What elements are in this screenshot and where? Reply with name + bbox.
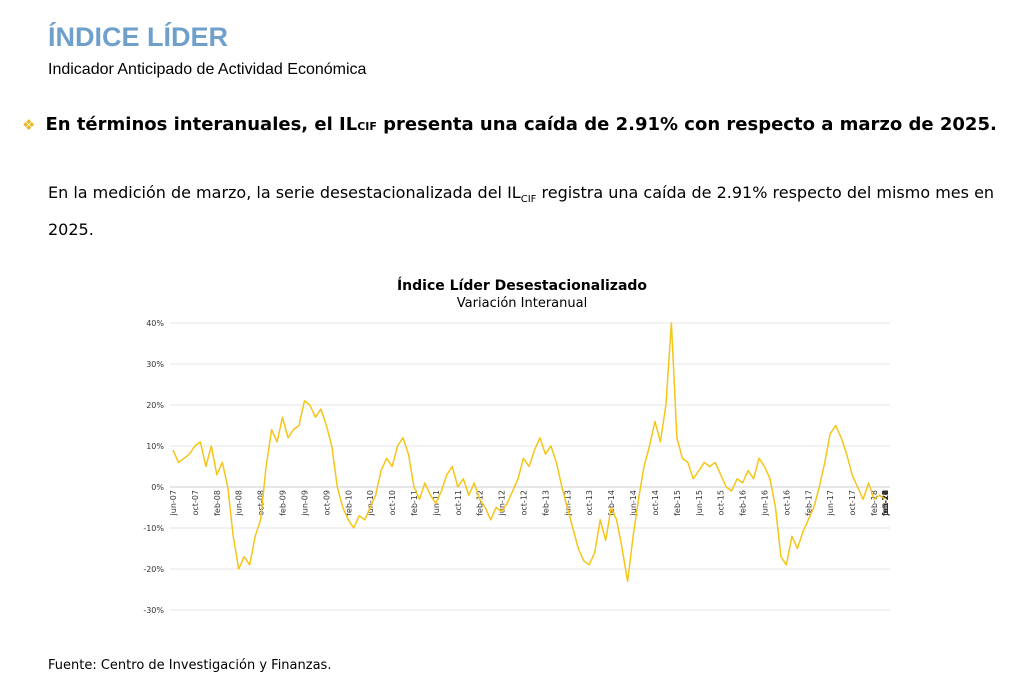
- source-note: Fuente: Centro de Investigación y Finanz…: [48, 658, 332, 673]
- x-tick-label: jun-16: [761, 490, 770, 516]
- x-tick-label: jun-10: [366, 490, 375, 516]
- y-tick-label: 20%: [146, 401, 164, 410]
- x-tick-label: jun-08: [235, 490, 244, 516]
- series-line: [172, 322, 886, 583]
- x-tick-label: oct-23: [881, 490, 890, 516]
- headline-text-pre: En términos interanuales, el IL: [45, 114, 358, 135]
- paragraph-text-post: registra una caída de 2.91% respecto del…: [48, 183, 995, 240]
- x-tick-label: oct-17: [848, 490, 857, 516]
- y-tick-label: -30%: [143, 606, 164, 615]
- x-tick-label: feb-24: [881, 490, 890, 516]
- headline-text-post: presenta una caída de 2.91% con respecto…: [376, 114, 997, 135]
- page-title: ÍNDICE LÍDER: [48, 22, 229, 52]
- x-tick-label: jun-21: [881, 490, 890, 516]
- y-axis-ticks: 40% 30% 20% 10% 0% -10% -20% -30%: [143, 319, 164, 615]
- chart-subtitle: Variación Interanual: [456, 296, 588, 311]
- x-tick-label: jun-24: [881, 490, 890, 516]
- x-tick-label: feb-22: [881, 490, 890, 516]
- diamond-bullet-icon: ❖: [22, 116, 36, 134]
- x-tick-label: feb-16: [739, 490, 748, 516]
- x-tick-label: feb-09: [279, 490, 288, 516]
- x-tick-label: oct-16: [782, 490, 791, 516]
- y-tick-label: -10%: [143, 524, 164, 533]
- x-tick-label: jun-20: [881, 490, 890, 516]
- x-tick-label: feb-13: [541, 490, 550, 516]
- x-tick-label: feb-11: [410, 490, 419, 516]
- y-tick-label: 40%: [146, 319, 164, 328]
- x-tick-label: oct-21: [881, 490, 890, 516]
- x-tick-label: oct-10: [388, 490, 397, 516]
- y-tick-label: -20%: [143, 565, 164, 574]
- x-tick-label: feb-20: [881, 490, 890, 516]
- x-tick-label: oct-22: [881, 490, 890, 516]
- headline-subscript: CIF: [357, 120, 377, 133]
- chart-grid: [170, 322, 890, 611]
- x-tick-label: jun-13: [563, 490, 572, 516]
- x-tick-label: jun-23: [881, 490, 890, 516]
- x-tick-label: feb-08: [213, 490, 222, 516]
- x-tick-label: oct-11: [454, 490, 463, 516]
- y-tick-label: 10%: [146, 442, 164, 451]
- summary-paragraph: En la medición de marzo, la serie desest…: [48, 178, 998, 245]
- x-tick-label: jun-09: [300, 490, 309, 516]
- x-tick-label: jun-25: [881, 490, 890, 516]
- x-tick-label: feb-25: [881, 490, 890, 516]
- x-tick-label: feb-14: [607, 490, 616, 516]
- x-tick-label: oct-12: [520, 490, 529, 516]
- chart-series: [172, 322, 886, 583]
- x-tick-label: feb-26: [881, 490, 890, 516]
- x-tick-label: feb-23: [881, 490, 890, 516]
- x-tick-label: jun-07: [169, 490, 178, 516]
- x-tick-label: oct-15: [717, 490, 726, 516]
- x-tick-label: feb-21: [881, 490, 890, 516]
- x-tick-label: jun-15: [695, 490, 704, 516]
- x-tick-label: jun-22: [881, 490, 890, 516]
- x-tick-label: feb-19: [881, 490, 890, 516]
- page-subtitle: Indicador Anticipado de Actividad Económ…: [48, 61, 367, 78]
- paragraph-subscript: CIF: [520, 194, 537, 206]
- x-tick-label: oct-24: [881, 490, 890, 516]
- x-tick-label: jun-12: [498, 490, 507, 516]
- x-tick-label: jun-14: [629, 490, 638, 516]
- x-tick-label: oct-13: [585, 490, 594, 516]
- x-axis-ticks: jun-07 oct-07 feb-08 jun-08 oct-08 feb-09 jun-…: [169, 490, 890, 516]
- x-tick-label: feb-15: [673, 490, 682, 516]
- x-tick-label: feb-18: [870, 490, 879, 516]
- y-tick-label: 30%: [146, 360, 164, 369]
- x-tick-label: oct-18: [881, 490, 890, 516]
- x-tick-label: oct-19: [881, 490, 890, 516]
- x-tick-label: oct-07: [191, 490, 200, 516]
- x-tick-label: jun-18: [881, 490, 890, 516]
- x-tick-label: feb-10: [344, 490, 353, 516]
- chart-title: Índice Líder Desestacionalizado: [396, 278, 648, 294]
- y-tick-label: 0%: [151, 483, 164, 492]
- x-tick-label: jun-17: [826, 490, 835, 516]
- x-tick-label: oct-25: [881, 490, 890, 516]
- x-tick-label: oct-20: [881, 490, 890, 516]
- headline: ❖ En términos interanuales, el ILCIF pres…: [22, 114, 997, 135]
- x-tick-label: feb-17: [804, 490, 813, 516]
- x-tick-label: jun-19: [881, 490, 890, 516]
- x-tick-label: oct-09: [322, 490, 331, 516]
- x-tick-label: oct-14: [651, 490, 660, 516]
- paragraph-text-pre: En la medición de marzo, la serie desest…: [48, 183, 521, 202]
- x-tick-label: oct-08: [257, 490, 266, 516]
- x-tick-label: feb-12: [476, 490, 485, 516]
